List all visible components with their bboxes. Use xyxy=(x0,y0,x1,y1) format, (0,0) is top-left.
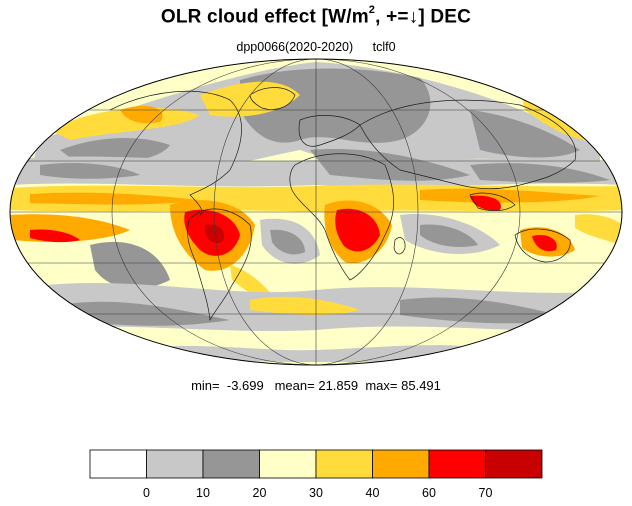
world-map xyxy=(9,58,623,366)
coastlines xyxy=(109,87,577,322)
field-satl-dark xyxy=(270,229,305,255)
field-satl-storm xyxy=(250,296,360,315)
field-itcz-pacific xyxy=(30,192,200,205)
field-siberia-dark xyxy=(470,110,580,158)
colorbar-box xyxy=(428,449,486,479)
field-spcz xyxy=(575,214,622,245)
colorbar-box xyxy=(372,449,430,479)
field-australia-red xyxy=(532,234,557,252)
field-samerica-core xyxy=(204,224,225,244)
colorbar-box xyxy=(202,449,260,479)
coast-asia xyxy=(359,99,577,190)
coast-indonesia xyxy=(469,192,516,212)
colorbar-box xyxy=(146,449,204,479)
field-sepac-dark xyxy=(90,241,170,289)
colorbar-tick-label: 40 xyxy=(366,486,380,500)
title-rest: , +=↓] DEC xyxy=(375,6,472,28)
stat-max-label: max= xyxy=(365,378,398,393)
colorbar-box xyxy=(89,449,147,479)
field-indian-dark xyxy=(420,224,478,247)
colorbar-box xyxy=(485,449,543,479)
coast-australia xyxy=(514,228,571,263)
colorbar-tick-label: 20 xyxy=(253,486,267,500)
coast-madagascar xyxy=(393,237,406,255)
colorbar-tick-label: 70 xyxy=(479,486,493,500)
subtitle-run: dpp0066(2020-2020) xyxy=(236,40,354,54)
coast-south-america xyxy=(187,208,252,322)
stat-min-value: -3.699 xyxy=(226,378,264,393)
colorbar-tick-label: 60 xyxy=(422,486,436,500)
coast-europe xyxy=(298,115,361,147)
colorbar-ticks: 0 10 20 30 40 60 70 xyxy=(143,486,492,500)
colorbar-tick-label: 30 xyxy=(309,486,323,500)
stat-max-value: 85.491 xyxy=(401,378,441,393)
plot-subtitle: dpp0066(2020-2020) tclf0 xyxy=(0,40,632,54)
map-field xyxy=(10,59,622,365)
plot-title: OLR cloud effect [W/m2, +=↓] DEC xyxy=(0,4,632,28)
colorbar-boxes xyxy=(89,449,543,479)
field-maritime-red xyxy=(470,195,501,211)
field-statistics: min= -3.699 mean= 21.859 max= 85.491 xyxy=(0,378,632,393)
coast-north-america xyxy=(109,90,242,216)
field-africa-red xyxy=(335,208,380,252)
colorbar-tick-label: 10 xyxy=(196,486,210,500)
stat-min-label: min= xyxy=(191,378,220,393)
coast-greenland xyxy=(249,87,296,110)
title-main: OLR cloud effect [W/m xyxy=(160,6,369,28)
field-asia-dark xyxy=(470,163,610,183)
field-itcz-indian xyxy=(420,188,600,203)
graticule xyxy=(10,59,622,365)
field-sahara-dark xyxy=(310,149,470,181)
title-superscript: 2 xyxy=(368,4,376,16)
field-epac-south-red xyxy=(30,229,80,243)
coast-africa xyxy=(289,153,394,281)
field-sind-dark xyxy=(400,297,570,324)
colorbar-tick-label: 0 xyxy=(143,486,150,500)
colorbar-box xyxy=(315,449,373,479)
field-natl-storm xyxy=(200,81,300,117)
subtitle-variable: tclf0 xyxy=(372,40,396,54)
stat-mean-label: mean= xyxy=(274,378,315,393)
stat-mean-value: 21.859 xyxy=(318,378,359,393)
colorbar-box xyxy=(259,449,317,479)
field-epac-north-dark xyxy=(40,163,140,179)
map-outline xyxy=(9,58,623,366)
